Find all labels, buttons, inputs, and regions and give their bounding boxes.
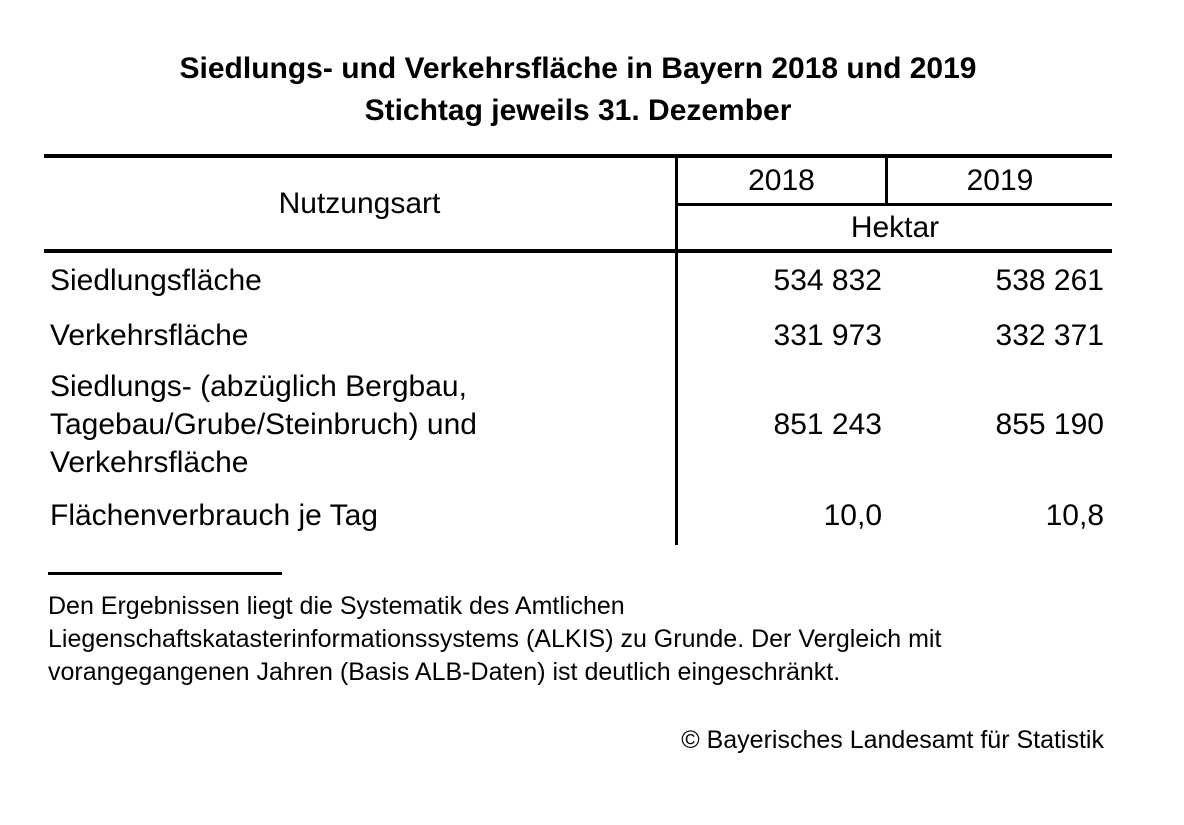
row-value-2019: 332 371 [995, 319, 1104, 352]
header-year-2018: 2018 [678, 158, 888, 203]
row-value-2018: 10,0 [823, 499, 882, 532]
table-row: Verkehrsfläche 331 973 332 371 [44, 309, 1112, 363]
row-label: Flächenverbrauch je Tag [44, 487, 678, 545]
header-year-2019: 2019 [966, 163, 1034, 197]
row-value-2018: 534 832 [773, 264, 882, 297]
page-title: Siedlungs- und Verkehrsfläche in Bayern … [44, 48, 1112, 132]
title-line-1: Siedlungs- und Verkehrsfläche in Bayern … [179, 52, 977, 85]
table-row: Flächenverbrauch je Tag 10,0 10,8 [44, 487, 1112, 545]
copyright-notice: © Bayerisches Landesamt für Statistik [681, 726, 1104, 754]
title-line-2: Stichtag jeweils 31. Dezember [364, 94, 792, 127]
footnote-line-1: Den Ergebnissen liegt die Systematik des… [48, 592, 625, 620]
footnote: Den Ergebnissen liegt die Systematik des… [48, 572, 1048, 689]
row-label: Siedlungsfläche [44, 253, 678, 309]
row-value-2019: 10,8 [1045, 499, 1104, 532]
table-row: Siedlungs- (abzüglich Bergbau, Tagebau/G… [44, 363, 1112, 487]
table-header: Nutzungsart 2018 2019 Hektar [44, 154, 1112, 253]
header-unit: Hektar [850, 210, 940, 244]
footnote-rule [48, 572, 282, 575]
statistics-table: Nutzungsart 2018 2019 Hektar Siedlungsfl… [44, 154, 1112, 545]
row-value-2019: 855 190 [995, 408, 1104, 441]
row-value-2019: 538 261 [995, 264, 1104, 297]
row-value-2018: 331 973 [773, 319, 882, 352]
row-value-2018: 851 243 [773, 408, 882, 441]
footnote-line-3: vorangegangenen Jahren (Basis ALB-Daten)… [48, 658, 841, 686]
header-values-group: 2018 2019 Hektar [678, 158, 1112, 249]
row-label: Siedlungs- (abzüglich Bergbau, Tagebau/G… [44, 363, 678, 487]
row-label: Verkehrsfläche [44, 309, 678, 363]
footnote-line-2: Liegenschaftskatasterinformationssystems… [48, 625, 942, 653]
table-row: Siedlungsfläche 534 832 538 261 [44, 253, 1112, 309]
header-years-row: 2018 2019 [678, 158, 1112, 206]
header-nutzungsart: Nutzungsart [44, 158, 678, 249]
